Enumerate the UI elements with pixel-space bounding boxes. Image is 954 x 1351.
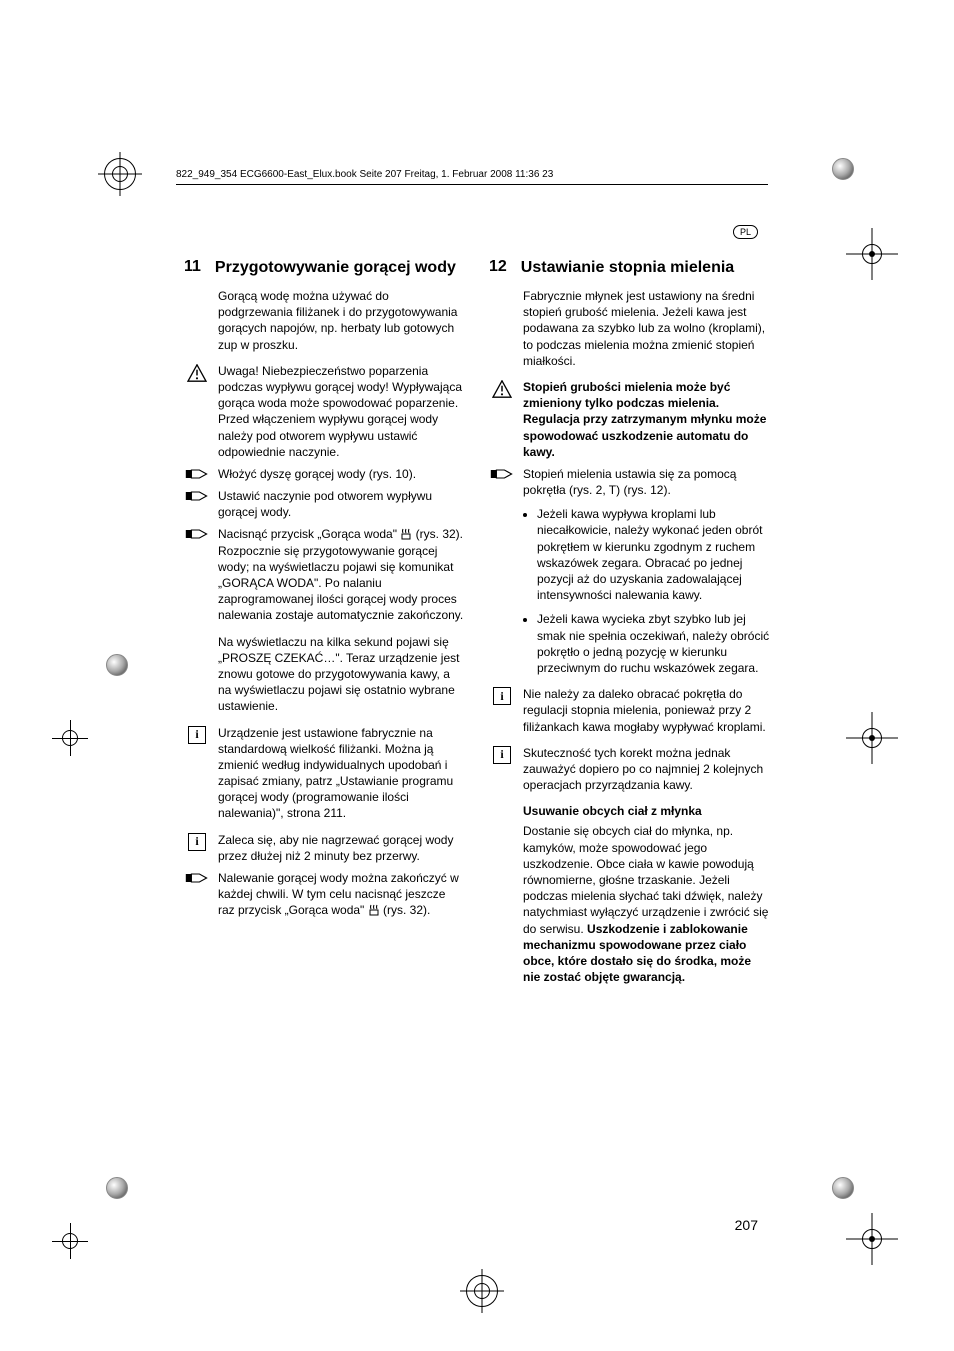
info-block-2: i Skuteczność tych korekt można jednak z… <box>489 745 770 794</box>
step-text: Nalewanie gorącej wody można zakończyć w… <box>218 870 465 919</box>
step-text: Nacisnąć przycisk „Gorąca woda" (rys. 32… <box>218 526 465 623</box>
info-text: Skuteczność tych korekt można jednak zau… <box>523 745 770 794</box>
registration-target-bc <box>460 1269 504 1313</box>
registration-cross-mr <box>846 712 898 764</box>
step-text: Włożyć dyszę gorącej wody (rys. 10). <box>218 466 465 482</box>
section-number: 11 <box>184 258 201 278</box>
registration-target-tl <box>98 152 142 196</box>
registration-cross-ml <box>52 720 88 756</box>
right-column: 12 Ustawianie stopnia mielenia Fabryczni… <box>489 258 770 1191</box>
step-text: Ustawić naczynie pod otworem wypływu gor… <box>218 488 465 520</box>
page-number: 207 <box>735 1217 758 1233</box>
hand-pointer-icon <box>185 527 209 541</box>
section-heading-12: 12 Ustawianie stopnia mielenia <box>489 258 770 278</box>
registration-cross-tr <box>846 228 898 280</box>
hand-pointer-icon <box>185 489 209 503</box>
left-column: 11 Przygotowywanie gorącej wody Gorącą w… <box>184 258 465 1191</box>
warning-block: Uwaga! Niebezpieczeństwo poparzenia podc… <box>184 363 465 460</box>
section-number: 12 <box>489 258 507 278</box>
subsection-body-a: Dostanie się obcych ciał do młynka, np. … <box>523 824 768 935</box>
info-icon: i <box>188 833 206 851</box>
subsection-heading: Usuwanie obcych ciał z młynka <box>523 803 770 819</box>
bullet-item: Jeżeli kawa wypływa kroplami lub niecałk… <box>537 506 770 603</box>
gradient-dot-tr <box>832 158 854 180</box>
intro-paragraph: Gorącą wodę można używać do podgrzewania… <box>218 288 465 353</box>
registration-cross-br <box>846 1213 898 1265</box>
hand-pointer-icon <box>490 467 514 481</box>
bullet-list: Jeżeli kawa wypływa kroplami lub niecałk… <box>523 506 770 676</box>
info-icon: i <box>188 726 206 744</box>
language-badge: PL <box>733 225 758 239</box>
hot-water-icon <box>400 528 412 540</box>
info-block-1: i Nie należy za daleko obracać pokrętła … <box>489 686 770 735</box>
warning-text: Stopień grubości mielenia może być zmien… <box>523 379 770 460</box>
info-block-2: i Zaleca się, aby nie nagrzewać gorącej … <box>184 832 465 864</box>
warning-icon <box>492 380 512 398</box>
step-3-continuation: Na wyświetlaczu na kilka sekund pojawi s… <box>218 634 465 715</box>
step-3-text-a: Nacisnąć przycisk „Gorąca woda" <box>218 527 400 541</box>
gradient-dot-br <box>832 1177 854 1199</box>
gradient-dot-ml <box>106 654 128 676</box>
step-1: Włożyć dyszę gorącej wody (rys. 10). <box>184 466 465 482</box>
info-text: Nie należy za daleko obracać pokrętła do… <box>523 686 770 735</box>
subsection-body: Dostanie się obcych ciał do młynka, np. … <box>523 823 770 985</box>
warning-icon <box>187 364 207 382</box>
gradient-dot-bl <box>106 1177 128 1199</box>
bullet-item: Jeżeli kawa wycieka zbyt szybko lub jej … <box>537 611 770 676</box>
info-text: Urządzenie jest ustawione fabrycznie na … <box>218 725 465 822</box>
step-2: Ustawić naczynie pod otworem wypływu gor… <box>184 488 465 520</box>
info-icon: i <box>493 746 511 764</box>
page-content: 11 Przygotowywanie gorącej wody Gorącą w… <box>184 258 770 1191</box>
step-4-text-b: (rys. 32). <box>383 903 430 917</box>
section-title: Ustawianie stopnia mielenia <box>521 258 734 278</box>
section-title: Przygotowywanie gorącej wody <box>215 258 456 278</box>
hand-pointer-icon <box>185 467 209 481</box>
header-rule <box>176 184 768 185</box>
hand-pointer-icon <box>185 871 209 885</box>
info-icon: i <box>493 687 511 705</box>
warning-block: Stopień grubości mielenia może być zmien… <box>489 379 770 460</box>
intro-paragraph: Fabrycznie młynek jest ustawiony na śred… <box>523 288 770 369</box>
step-3: Nacisnąć przycisk „Gorąca woda" (rys. 32… <box>184 526 465 623</box>
step-4: Nalewanie gorącej wody można zakończyć w… <box>184 870 465 919</box>
step-1: Stopień mielenia ustawia się za pomocą p… <box>489 466 770 498</box>
hot-water-icon <box>368 904 380 916</box>
section-heading-11: 11 Przygotowywanie gorącej wody <box>184 258 465 278</box>
print-header-line: 822_949_354 ECG6600-East_Elux.book Seite… <box>176 169 553 180</box>
warning-text: Uwaga! Niebezpieczeństwo poparzenia podc… <box>218 363 465 460</box>
info-text: Zaleca się, aby nie nagrzewać gorącej wo… <box>218 832 465 864</box>
step-text: Stopień mielenia ustawia się za pomocą p… <box>523 466 770 498</box>
registration-cross-bl <box>52 1223 88 1259</box>
step-3-text-b: (rys. 32). Rozpocznie się przygotowywani… <box>218 527 463 622</box>
info-block-1: i Urządzenie jest ustawione fabrycznie n… <box>184 725 465 822</box>
